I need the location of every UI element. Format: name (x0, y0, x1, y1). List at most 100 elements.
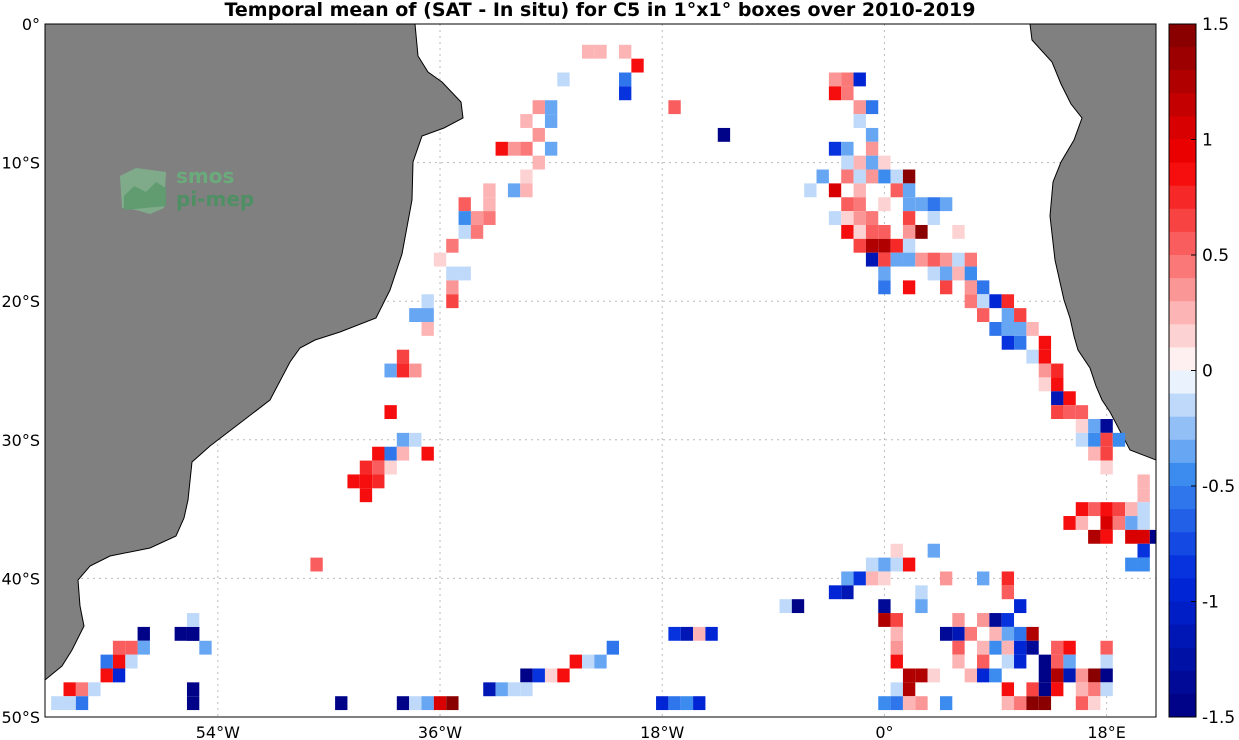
data-cell (1137, 557, 1150, 572)
data-cell (1014, 696, 1027, 711)
data-cell (520, 141, 533, 156)
logo-text-smos: smos (176, 164, 234, 188)
data-cell (890, 169, 903, 184)
colorbar-swatch (1169, 70, 1196, 94)
data-cell (1014, 654, 1027, 669)
data-cell (841, 86, 854, 101)
data-cell (1063, 391, 1076, 406)
data-cell (952, 640, 965, 655)
data-cell (137, 640, 150, 655)
data-cell (384, 460, 397, 475)
data-cell (631, 58, 644, 73)
lat-tick-label: 50°S (1, 708, 40, 727)
lon-tick-label: 36°W (418, 723, 462, 740)
data-cell (483, 211, 496, 225)
data-cell (470, 211, 484, 225)
data-cell (865, 100, 879, 115)
colorbar-swatch (1169, 278, 1196, 302)
data-cell (125, 640, 138, 655)
data-cell (989, 613, 1002, 627)
data-cell (1100, 419, 1113, 433)
data-cell (878, 266, 891, 281)
data-cell (544, 100, 558, 115)
data-cell (853, 197, 866, 212)
data-cell (1026, 682, 1039, 697)
data-cell (446, 280, 459, 295)
data-cell (841, 224, 854, 239)
data-cell (1001, 571, 1015, 586)
data-cell (890, 613, 903, 627)
colorbar-tick-label: 0.5 (1202, 246, 1229, 266)
data-cell (865, 127, 879, 142)
data-cell (878, 571, 891, 586)
colorbar-swatch (1169, 509, 1196, 533)
data-cell (520, 682, 533, 697)
data-cell (1100, 640, 1113, 655)
data-cell (902, 211, 916, 225)
data-cell (853, 114, 866, 128)
data-cell (865, 557, 879, 572)
data-cell (927, 266, 940, 281)
data-cell (964, 294, 978, 309)
data-cell (853, 238, 866, 253)
data-cell (421, 696, 434, 711)
data-cell (1100, 654, 1113, 669)
data-cell (853, 571, 866, 586)
colorbar-swatch (1169, 624, 1196, 649)
data-cell (890, 626, 903, 641)
colorbar-tick-label: 1 (1202, 131, 1213, 151)
data-cell (63, 682, 76, 697)
data-cell (853, 100, 866, 115)
data-cell (828, 141, 842, 156)
data-cell (902, 696, 916, 711)
data-cell (470, 224, 484, 239)
data-cell (1063, 516, 1076, 530)
data-cell (520, 114, 533, 128)
data-cell (1100, 668, 1113, 683)
map-title: Temporal mean of (SAT - In situ) for C5 … (224, 0, 976, 21)
data-cell (1137, 474, 1150, 489)
colorbar-swatch (1169, 462, 1196, 487)
data-cell (853, 155, 866, 170)
data-cell (1125, 529, 1138, 544)
colorbar-swatch (1169, 670, 1196, 695)
lat-tick-label: 30°S (1, 431, 40, 450)
data-cell (693, 696, 706, 711)
data-cell (915, 668, 928, 683)
data-cell (952, 224, 965, 239)
data-cell (446, 238, 459, 253)
data-cell (915, 197, 928, 212)
data-cell (989, 640, 1002, 655)
data-cell (878, 280, 891, 295)
data-cell (557, 668, 570, 683)
data-cell (372, 474, 385, 489)
data-cell (421, 294, 434, 309)
data-cell (915, 252, 928, 267)
data-cell (1137, 529, 1150, 544)
data-cell (1088, 502, 1101, 517)
data-cell (952, 252, 965, 267)
data-cell (865, 169, 879, 184)
data-cell (1112, 432, 1126, 447)
data-cell (890, 682, 903, 697)
data-cell (902, 238, 916, 253)
data-cell (902, 557, 916, 572)
data-cell (927, 543, 940, 558)
data-cell (581, 654, 595, 669)
lon-tick-label: 54°W (196, 723, 240, 740)
data-cell (779, 599, 792, 614)
data-cell (1137, 488, 1150, 503)
data-cell (1088, 696, 1101, 711)
data-cell (865, 141, 879, 156)
data-cell (939, 252, 953, 267)
colorbar-swatch (1169, 693, 1196, 718)
data-cell (1088, 682, 1101, 697)
data-cell (878, 169, 891, 184)
data-cell (927, 211, 940, 225)
data-cell (915, 599, 928, 614)
data-cell (902, 183, 916, 198)
data-cell (1001, 294, 1015, 309)
data-cell (952, 626, 965, 641)
colorbar-swatch (1169, 555, 1196, 579)
data-cell (1038, 696, 1052, 711)
